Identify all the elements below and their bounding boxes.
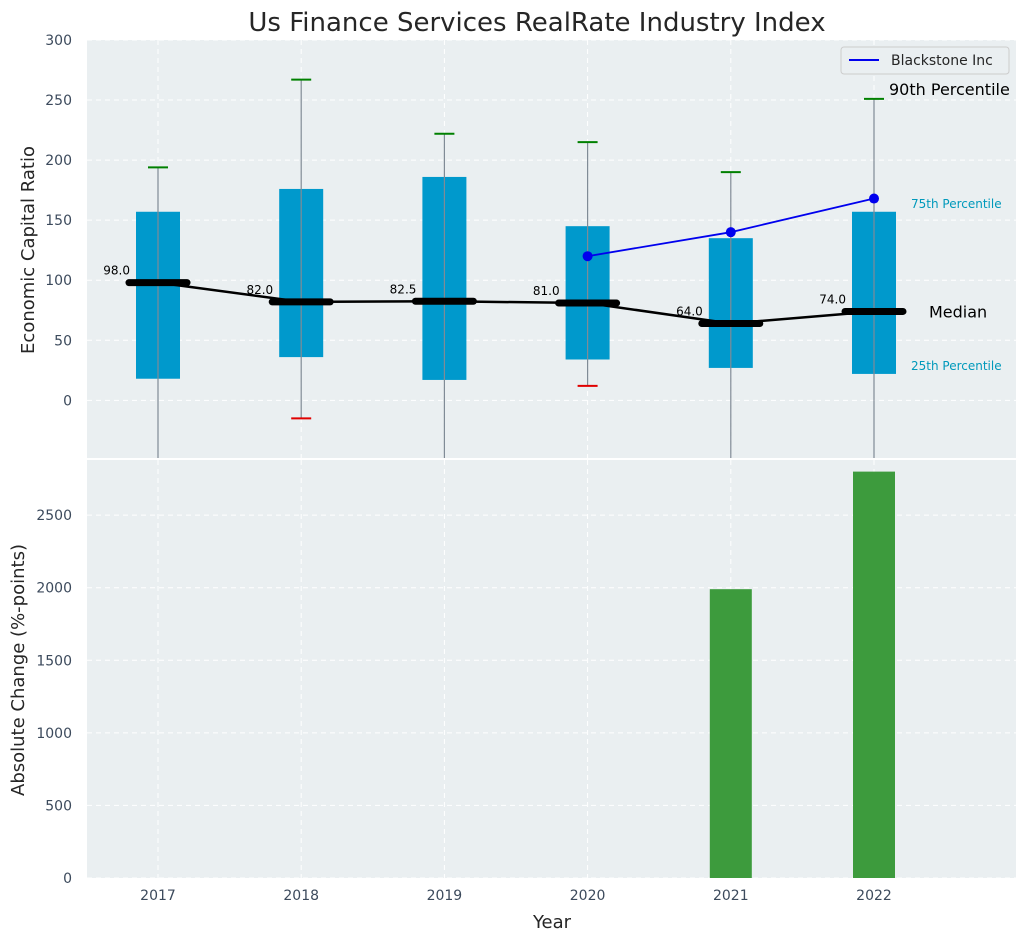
- y-tick-label: 250: [45, 93, 72, 109]
- median-value-label: 81.0: [533, 284, 560, 298]
- annotation-75th: 75th Percentile: [911, 197, 1002, 211]
- bar-2021: [709, 589, 752, 878]
- x-tick-label: 2020: [570, 888, 606, 904]
- top-y-axis-label: Economic Capital Ratio: [18, 146, 39, 354]
- y-tick-label: 0: [63, 393, 72, 409]
- bars: [709, 471, 895, 878]
- percentile-annotations: 90th Percentile 75th Percentile Median 25th…: [889, 80, 1010, 373]
- x-ticks: 2017 2018 2019 2020 2021 2022: [140, 888, 892, 904]
- y-tick-label: 2500: [36, 508, 72, 524]
- y-tick-label: 500: [45, 798, 72, 814]
- company-series: [582, 193, 879, 262]
- bar-2022: [853, 471, 895, 878]
- bottom-y-ticks: 0 500 1000 1500 2000 2500: [36, 508, 72, 887]
- annotation-median: Median: [929, 302, 987, 321]
- median-value-label: 82.0: [246, 283, 273, 297]
- top-y-ticks: 0 50 100 150 200 250 300: [45, 33, 72, 409]
- median-value-label: 98.0: [103, 264, 130, 278]
- box-2017: [136, 166, 180, 458]
- legend-label: Blackstone Inc: [891, 53, 993, 69]
- median-value-label: 74.0: [819, 292, 846, 306]
- company-point: [869, 193, 879, 204]
- y-tick-label: 1500: [36, 653, 72, 669]
- box-2018: [279, 78, 324, 420]
- median-value-label: 64.0: [676, 304, 703, 318]
- x-tick-label: 2017: [140, 888, 176, 904]
- x-tick-label: 2019: [427, 888, 463, 904]
- box-2022: [852, 97, 896, 458]
- annotation-25th: 25th Percentile: [911, 359, 1002, 373]
- median-line: 98.0 82.0 82.5 81.0 64.0 74.0: [103, 264, 907, 327]
- company-point: [582, 251, 593, 262]
- bottom-panel: 0 500 1000 1500 2000 2500 2017 2018 2019 2020 202…: [36, 460, 1016, 904]
- box-plots: [136, 78, 896, 458]
- chart-title: Us Finance Services RealRate Industry In…: [248, 8, 825, 38]
- y-tick-label: 300: [45, 33, 72, 49]
- top-panel: 0 50 100 150 200 250 300 98.0 82.0 82.5 81.0 64.0 7…: [45, 33, 1016, 458]
- x-axis-label: Year: [532, 912, 572, 933]
- box-2021: [708, 171, 753, 458]
- annotation-90th: 90th Percentile: [889, 80, 1010, 99]
- y-tick-label: 100: [45, 273, 72, 289]
- y-tick-label: 200: [45, 153, 72, 169]
- x-tick-label: 2022: [856, 888, 892, 904]
- median-value-label: 82.5: [390, 282, 417, 296]
- legend-box: [840, 46, 1010, 75]
- y-tick-label: 50: [54, 333, 72, 349]
- bottom-y-axis-label: Absolute Change (%-points): [8, 544, 29, 796]
- box-2020: [565, 141, 610, 387]
- x-tick-label: 2021: [713, 888, 749, 904]
- y-tick-label: 2000: [36, 581, 72, 597]
- legend: Blackstone Inc: [840, 46, 1010, 75]
- y-tick-label: 150: [45, 213, 72, 229]
- box-2019: [422, 132, 467, 458]
- x-tick-label: 2018: [283, 888, 319, 904]
- y-tick-label: 1000: [36, 726, 72, 742]
- y-tick-label: 0: [63, 871, 72, 887]
- company-point: [725, 227, 736, 238]
